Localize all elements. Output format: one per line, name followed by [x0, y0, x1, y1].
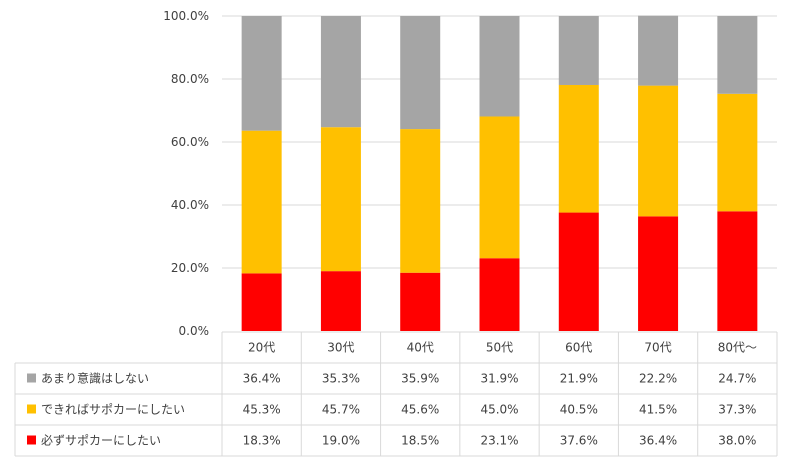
- data-label: 37.3%: [718, 403, 756, 417]
- bar-segment: [320, 16, 361, 128]
- x-tick-label: 20代: [248, 341, 275, 355]
- bar-segment: [479, 116, 520, 259]
- data-label: 38.0%: [718, 434, 756, 448]
- bar-segment: [638, 216, 679, 331]
- bar-segment: [717, 16, 758, 94]
- data-label: 31.9%: [480, 372, 518, 386]
- data-label: 19.0%: [322, 434, 360, 448]
- x-tick-label: 50代: [486, 341, 513, 355]
- bar-segment: [241, 273, 282, 331]
- data-label: 45.0%: [480, 403, 518, 417]
- bar-segment: [320, 271, 361, 331]
- legend-key: [27, 373, 36, 383]
- data-label: 35.3%: [322, 372, 360, 386]
- data-label: 45.6%: [401, 403, 439, 417]
- data-table: 20代 30代 40代 50代 60代 70代 80代～ あまり意識はしない 36.4% 35.3…: [14, 331, 778, 457]
- x-tick-label: 60代: [565, 341, 592, 355]
- legend-label: できればサポカーにしたい: [41, 403, 185, 417]
- bar-segment: [479, 16, 520, 117]
- data-label: 18.3%: [243, 434, 281, 448]
- y-axis-ticks: 0.0% 20.0% 40.0% 60.0% 80.0% 100.0%: [163, 9, 209, 338]
- x-tick-label: 40代: [407, 341, 434, 355]
- bar-segment: [638, 85, 679, 217]
- data-label: 36.4%: [243, 372, 281, 386]
- legend-key: [27, 404, 36, 414]
- x-tick-label: 80代～: [718, 341, 757, 355]
- bar-segment: [400, 129, 441, 273]
- y-tick-label: 40.0%: [171, 198, 209, 212]
- bar-segment: [241, 130, 282, 274]
- y-tick-label: 60.0%: [171, 135, 209, 149]
- data-label: 23.1%: [480, 434, 518, 448]
- bar-segment: [241, 16, 282, 131]
- data-label: 35.9%: [401, 372, 439, 386]
- bar-segment: [558, 212, 599, 331]
- legend-label: 必ずサポカーにしたい: [41, 434, 161, 448]
- bar-segment: [717, 211, 758, 331]
- data-label: 22.2%: [639, 372, 677, 386]
- bar-segment: [479, 258, 520, 331]
- legend-label: あまり意識はしない: [41, 371, 149, 386]
- bars: [241, 15, 758, 331]
- data-label: 40.5%: [560, 403, 598, 417]
- data-label: 41.5%: [639, 403, 677, 417]
- y-tick-label: 80.0%: [171, 72, 209, 86]
- data-label: 45.7%: [322, 403, 360, 417]
- bar-segment: [400, 16, 441, 130]
- bar-segment: [400, 272, 441, 331]
- y-tick-label: 100.0%: [163, 9, 209, 23]
- data-label: 24.7%: [718, 372, 756, 386]
- bar-segment: [320, 127, 361, 272]
- x-tick-label: 30代: [327, 341, 354, 355]
- data-label: 21.9%: [560, 372, 598, 386]
- legend-key: [27, 435, 36, 445]
- bar-segment: [558, 84, 599, 213]
- data-label: 18.5%: [401, 434, 439, 448]
- bar-segment: [638, 15, 679, 86]
- x-tick-label: 70代: [644, 341, 671, 355]
- bar-segment: [558, 16, 599, 85]
- data-label: 36.4%: [639, 434, 677, 448]
- data-label: 37.6%: [560, 434, 598, 448]
- data-label: 45.3%: [243, 403, 281, 417]
- y-tick-label: 0.0%: [179, 324, 210, 338]
- bar-segment: [717, 93, 758, 212]
- y-tick-label: 20.0%: [171, 261, 209, 275]
